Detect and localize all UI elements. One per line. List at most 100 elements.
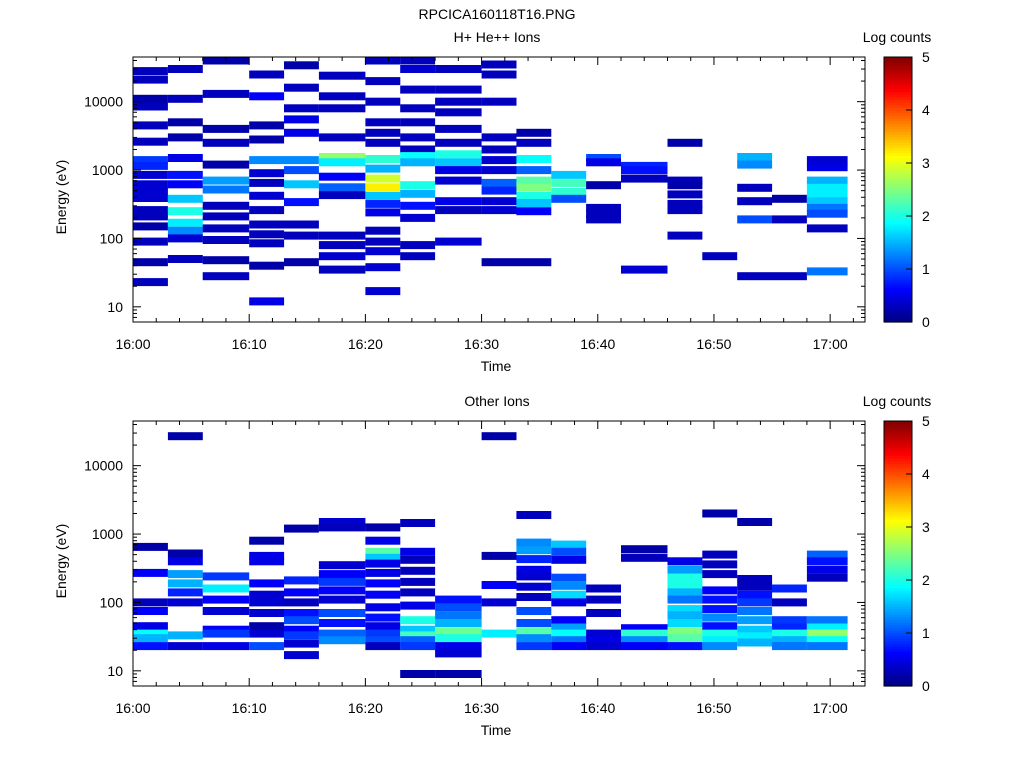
x-tick-label: 16:10 [232,700,267,716]
heatmap-cell [435,611,482,620]
heatmap-cell [435,197,482,206]
heatmap-cell [284,198,319,207]
heatmap-cell [435,619,482,627]
heatmap-cell [365,536,401,545]
colorbar-swatch [884,455,912,459]
heatmap-cell [772,623,807,632]
heatmap-cell [365,579,401,588]
colorbar-swatch [884,147,912,151]
heatmap-cell [318,252,366,261]
colorbar-swatch [884,468,912,472]
colorbar-swatch [884,606,912,610]
y-tick-label: 10 [107,663,123,679]
heatmap-cell [365,553,401,562]
colorbar-swatch [884,216,912,220]
heatmap-cell [806,197,848,206]
heatmap-cell [284,598,319,607]
heatmap-cell [586,215,621,224]
heatmap-cell [133,568,168,577]
heatmap-cell [249,156,285,165]
heatmap-cell [249,609,285,617]
colorbar-swatch [884,564,912,568]
heatmap-cell [621,161,668,170]
colorbar-swatch [884,656,912,661]
colorbar-swatch [884,247,912,252]
heatmap-cell [516,642,552,651]
heatmap-cell [249,135,285,144]
heatmap-cell [806,642,848,651]
heatmap-cell [202,629,250,638]
heatmap-cell [284,231,319,240]
heatmap-cell [365,77,401,86]
heatmap-cell [516,582,552,591]
heatmap-cell [318,241,366,250]
heatmap-cell [133,222,168,231]
colorbar-swatch [884,170,912,175]
colorbar-swatch [884,88,912,93]
heatmap-cell [133,75,168,84]
colorbar-swatch [884,194,912,199]
heatmap-cell [284,220,319,229]
heatmap-cell [318,133,366,142]
colorbar-swatch [884,481,912,486]
heatmap-cell [772,629,807,638]
colorbar-swatch [884,128,912,132]
colorbar-swatch [884,287,912,291]
colorbar-swatch [884,231,912,236]
heatmap-cell [365,287,401,296]
heatmap-cell [400,588,436,597]
heatmap-cell [133,180,168,189]
heatmap-cell [481,629,517,638]
heatmap-cell [516,572,552,581]
heatmap-cell [435,237,482,246]
heatmap-cell [167,170,203,179]
heatmap-cell [481,133,517,142]
heatmap-cell [435,108,482,117]
y-tick-label: 1000 [92,162,123,178]
y-axis-label: Energy (eV) [53,524,69,599]
heatmap-cell [133,137,168,146]
heatmap-cell [667,634,703,643]
colorbar-swatch [884,667,912,671]
heatmap-cell [365,613,401,622]
heatmap-cell [516,607,552,615]
x-tick-label: 17:00 [813,700,848,716]
x-axis-label: Time [481,358,512,374]
heatmap-cell [435,642,482,651]
heatmap-cell [551,194,587,203]
y-tick-label: 10000 [84,458,123,474]
heatmap-cell [318,518,366,526]
colorbar-swatch [884,527,912,531]
colorbar-swatch [884,587,912,592]
heatmap-cell [667,595,703,604]
colorbar-swatch [884,635,912,639]
heatmap-cell [806,203,848,212]
heatmap-cell [365,118,401,127]
heatmap-cell [667,573,703,582]
heatmap-cell [551,598,587,607]
colorbar-swatch [884,221,912,225]
heatmap-cell [702,642,738,651]
heatmap-cell [586,209,621,218]
heatmap-cell [481,186,517,195]
heatmap-cell [435,124,482,133]
heatmap-cell [400,65,436,73]
heatmap-cell [481,432,517,441]
x-axis-label: Time [481,722,512,738]
heatmap-cell [516,593,552,601]
x-tick-label: 16:30 [464,700,499,716]
colorbar-swatch [884,450,912,454]
heatmap-cell [167,631,203,640]
heatmap-cell [621,624,668,633]
heatmap-cell [481,178,517,187]
heatmap-cell [249,622,285,631]
colorbar-swatch [884,266,912,270]
heatmap-cell [133,94,168,103]
heatmap-cell [318,523,366,532]
heatmap-cell [202,160,250,169]
panel-other-ions: Other Ions 16:00 16:10 16:20 16:30 16:40 16:5… [53,393,931,738]
heatmap-cell [284,104,319,113]
heatmap-cell [481,581,517,589]
heatmap-cell [133,642,168,651]
heatmap-cell [516,176,552,185]
